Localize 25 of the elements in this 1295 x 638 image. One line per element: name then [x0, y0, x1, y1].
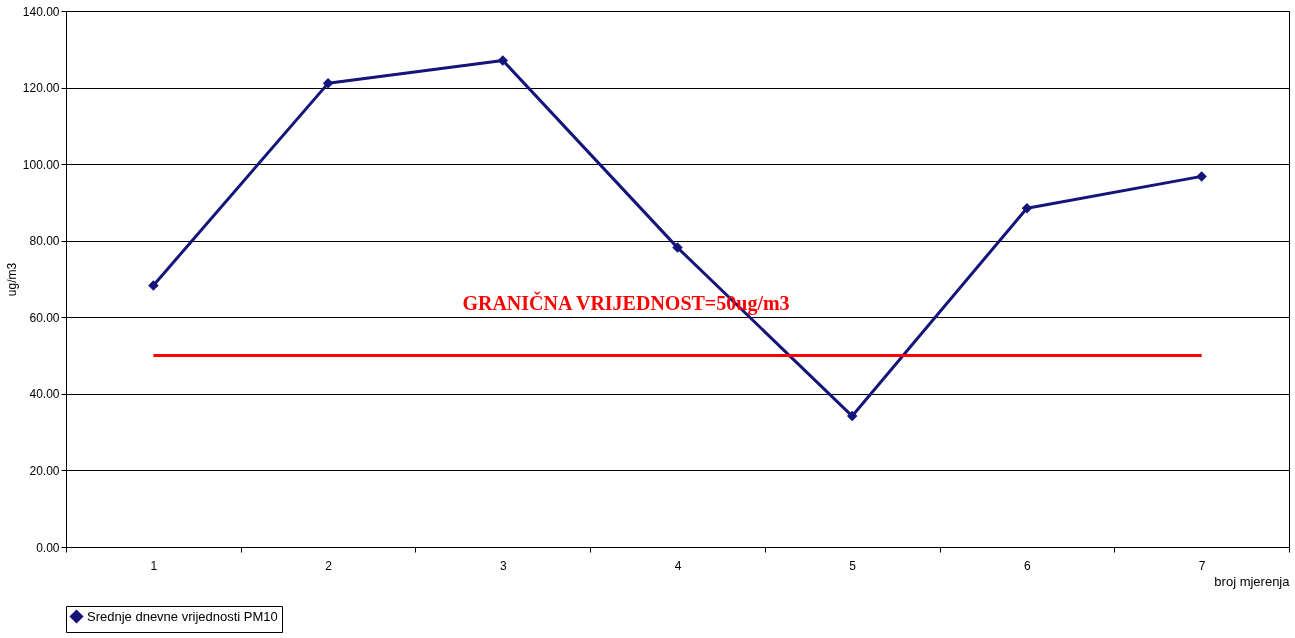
- y-tick-label: 60.00: [29, 310, 60, 325]
- point: [148, 280, 159, 291]
- x-tick-label: 2: [325, 558, 333, 573]
- x-tick-label: 3: [499, 558, 507, 573]
- legend-label: Srednje dnevne vrijednosti PM10: [87, 608, 278, 624]
- point: [322, 78, 334, 89]
- y-tick-label: 120.00: [22, 81, 60, 96]
- y-tick-label: 40.00: [29, 387, 60, 402]
- y-tick-label: 80.00: [29, 234, 60, 249]
- y-tick-label: 140.00: [22, 4, 60, 19]
- point: [846, 410, 858, 422]
- point: [672, 242, 683, 253]
- x-tick-label: 6: [1024, 558, 1032, 573]
- x-axis-title: broj mjerenja: [1214, 573, 1291, 589]
- y-axis-title: ug/m3: [4, 262, 19, 297]
- y-tick-label: 20.00: [29, 463, 60, 478]
- y-tick-label: 0.00: [36, 540, 60, 555]
- x-tick-label: 7: [1198, 558, 1206, 573]
- point: [1196, 171, 1207, 182]
- point: [1021, 202, 1033, 214]
- x-tick-label: 4: [674, 558, 682, 573]
- x-tick-label: 1: [150, 558, 158, 573]
- point: [497, 55, 509, 66]
- x-tick-label: 5: [849, 558, 857, 573]
- y-tick-label: 100.00: [22, 157, 60, 172]
